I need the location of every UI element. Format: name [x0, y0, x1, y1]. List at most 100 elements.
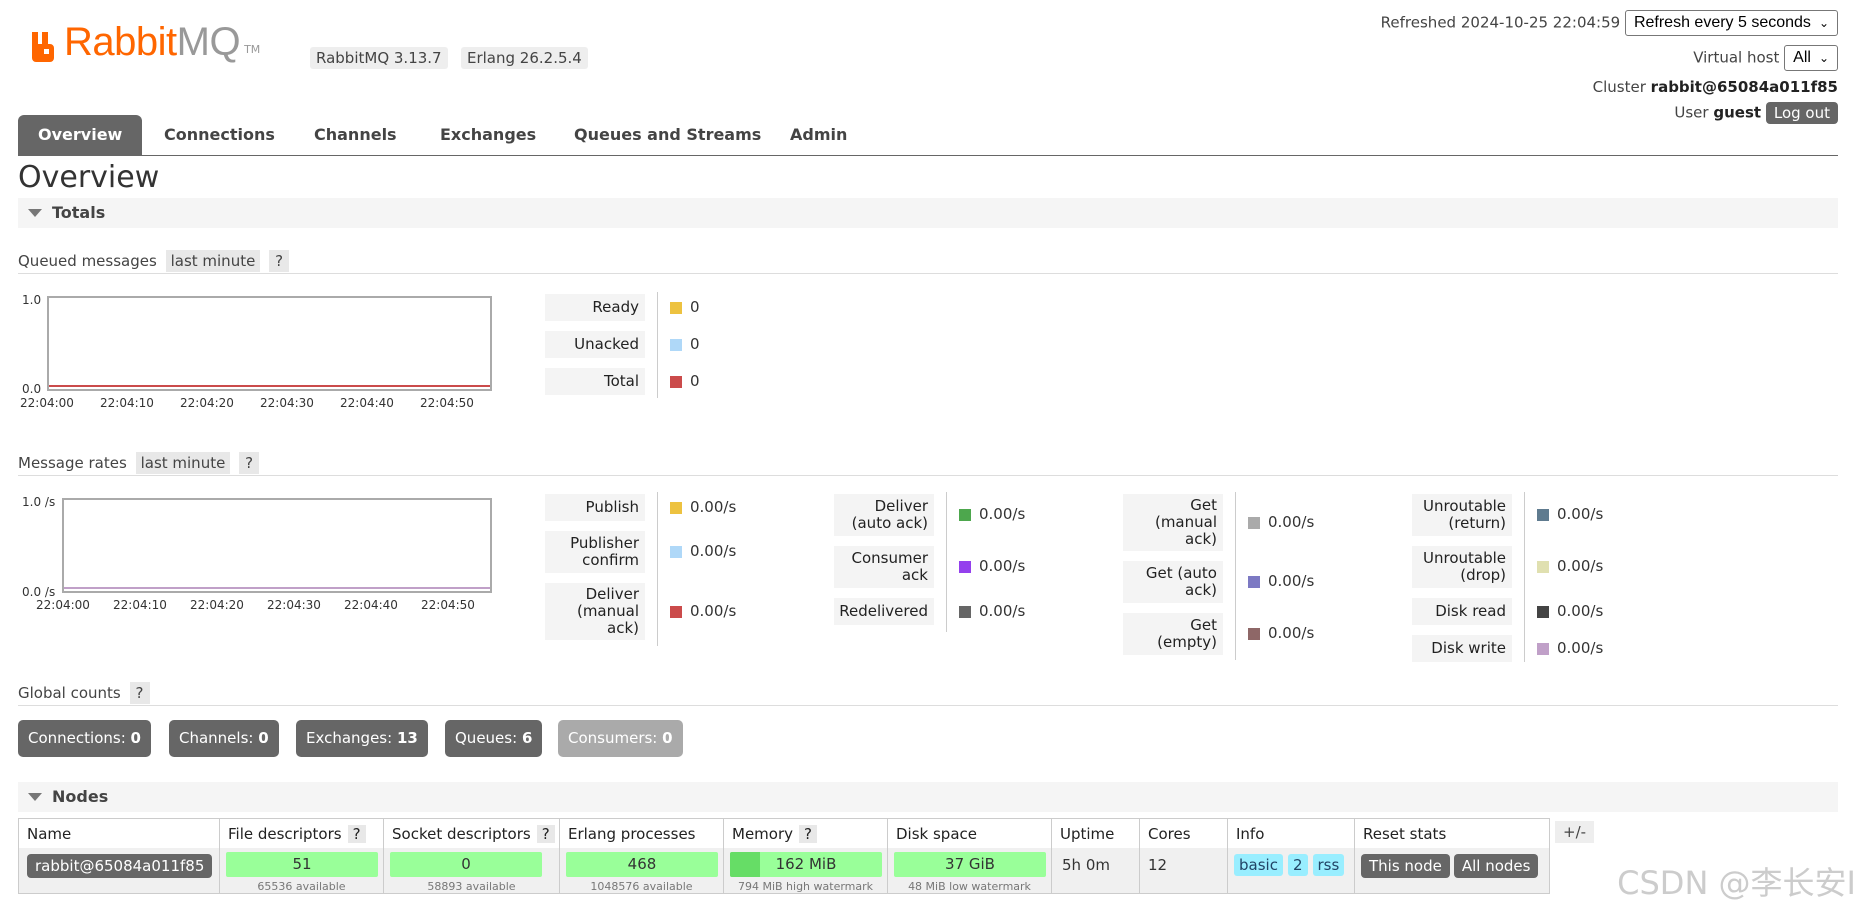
rates-help-button[interactable]: ?: [239, 452, 260, 474]
legend-value: 0.00/s: [1268, 572, 1315, 590]
reset-this-node-button[interactable]: This node: [1361, 854, 1450, 878]
nodes-section-toggle[interactable]: Nodes: [18, 782, 1838, 812]
refresh-row: Refreshed 2024-10-25 22:04:59 Refresh ev…: [1381, 10, 1838, 36]
info-rss-badge: rss: [1312, 854, 1345, 876]
tab-channels[interactable]: Channels: [314, 125, 397, 144]
disk-bar: 37 GiB: [894, 852, 1046, 877]
count-value: 0: [130, 729, 141, 747]
count-label: Queues:: [455, 729, 518, 747]
logout-button[interactable]: Log out: [1765, 102, 1838, 124]
sd-help-button[interactable]: ?: [536, 825, 555, 843]
legend-label: Unacked: [545, 331, 645, 358]
mem-used-fill: [730, 852, 760, 877]
logo-mq-text: MQ: [176, 20, 241, 64]
vhost-label: Virtual host: [1693, 48, 1780, 67]
tab-overview[interactable]: Overview: [18, 115, 143, 155]
queued-y-max: 1.0: [22, 293, 42, 307]
mem-help-button[interactable]: ?: [799, 825, 817, 843]
tab-queues-and-streams[interactable]: Queues and Streams: [574, 125, 762, 144]
legend-label: Unroutable (return): [1412, 494, 1512, 536]
legend-separator: [946, 492, 947, 632]
refresh-interval-select[interactable]: Refresh every 5 seconds ⌄: [1624, 10, 1838, 36]
col-header-disk-space: Disk space: [888, 818, 1052, 848]
reset-all-nodes-button[interactable]: All nodes: [1453, 854, 1539, 878]
legend-label-text: Get (auto ack): [1145, 564, 1217, 599]
message-rates-header: Message rates last minute ?: [18, 452, 260, 474]
memory-cell: 162 MiB 794 MiB high watermark: [724, 848, 888, 894]
header-text: Name: [27, 825, 72, 843]
legend-swatch: [670, 501, 682, 514]
legend-value: 0: [690, 297, 700, 316]
queued-y-min: 0.0: [22, 382, 42, 396]
uptime-cell: 5h 0m: [1052, 848, 1140, 894]
count-label: Exchanges:: [306, 729, 393, 747]
legend-swatch: [959, 561, 971, 573]
disk-watermark: 48 MiB low watermark: [908, 880, 1031, 893]
count-value: 0: [258, 729, 269, 747]
header-text: Info: [1236, 825, 1265, 843]
header-text: Cores: [1148, 825, 1191, 843]
legend-value: 0.00/s: [1557, 601, 1604, 620]
legend-label: Disk read: [1412, 598, 1512, 625]
refreshed-time: 2024-10-25 22:04:59: [1460, 13, 1621, 32]
socket-descriptors-cell: 0 58893 available: [384, 848, 560, 894]
x-tick-label: 22:04:30: [267, 598, 321, 612]
channels-count-button[interactable]: Channels: 0: [169, 720, 279, 757]
count-label: Channels:: [179, 729, 254, 747]
global-counts-header: Global counts ?: [18, 682, 150, 704]
chevron-down-icon: ⌄: [1818, 51, 1829, 65]
global-help-button[interactable]: ?: [129, 682, 150, 704]
legend-value: 0.00/s: [1557, 638, 1604, 657]
totals-section-toggle[interactable]: Totals: [18, 198, 1838, 228]
legend-swatch: [959, 605, 971, 618]
rates-y-max: 1.0 /s: [22, 495, 56, 509]
legend-label-text: Unacked: [574, 335, 639, 353]
legend-label: Redelivered: [834, 598, 934, 625]
legend-value: 0.00/s: [1557, 557, 1604, 575]
x-tick-label: 22:04:00: [20, 396, 74, 410]
header-text: File descriptors: [228, 825, 342, 843]
mem-bar: 162 MiB: [730, 852, 882, 877]
legend-label-text: Disk read: [1435, 602, 1506, 620]
queues-count-button[interactable]: Queues: 6: [445, 720, 543, 757]
toggle-columns-button[interactable]: +/-: [1555, 821, 1595, 843]
refreshed-label: Refreshed: [1380, 13, 1457, 32]
chevron-down-icon: ⌄: [1818, 16, 1829, 30]
fd-help-button[interactable]: ?: [347, 825, 366, 843]
mem-watermark: 794 MiB high watermark: [737, 880, 874, 893]
header-text: Socket descriptors: [392, 825, 531, 843]
exchanges-count-button[interactable]: Exchanges: 13: [296, 720, 428, 757]
legend-separator: [657, 292, 658, 398]
header-text: Reset stats: [1363, 825, 1447, 843]
consumers-count-button[interactable]: Consumers: 0: [558, 720, 683, 757]
queued-messages-header: Queued messages last minute ?: [18, 250, 290, 272]
rabbitmq-version: RabbitMQ 3.13.7: [310, 47, 448, 69]
header-text: Erlang processes: [568, 825, 696, 843]
count-value: 6: [521, 729, 533, 747]
tab-exchanges[interactable]: Exchanges: [440, 125, 537, 144]
queued-help-button[interactable]: ?: [269, 250, 290, 272]
legend-swatch: [670, 301, 682, 314]
connections-count-button[interactable]: Connections: 0: [18, 720, 151, 757]
legend-separator: [1235, 492, 1236, 660]
collapse-triangle-icon: [28, 793, 42, 801]
legend-label-text: Deliver (manual ack): [576, 585, 639, 637]
legend-label-text: Unroutable (return): [1423, 497, 1506, 532]
legend-label: Disk write: [1412, 635, 1512, 662]
queued-range-selector[interactable]: last minute: [165, 250, 261, 272]
legend-swatch: [670, 338, 682, 351]
legend-label: Unroutable (drop): [1412, 546, 1512, 588]
vhost-row: Virtual host All ⌄: [1693, 45, 1838, 71]
fd-bar: 51: [226, 852, 378, 877]
vhost-select[interactable]: All ⌄: [1784, 45, 1838, 71]
node-name-link[interactable]: rabbit@65084a011f85: [27, 854, 213, 878]
tab-admin[interactable]: Admin: [790, 125, 848, 144]
rates-range-selector[interactable]: last minute: [135, 452, 231, 474]
x-tick-label: 22:04:40: [340, 396, 394, 410]
tab-connections[interactable]: Connections: [164, 125, 275, 144]
legend-swatch: [670, 546, 682, 558]
info-basic-badge: basic: [1234, 854, 1283, 876]
rates-chart-svg: [64, 587, 490, 589]
col-header-info: Info: [1228, 818, 1355, 848]
legend-value: 0.00/s: [1268, 624, 1315, 642]
